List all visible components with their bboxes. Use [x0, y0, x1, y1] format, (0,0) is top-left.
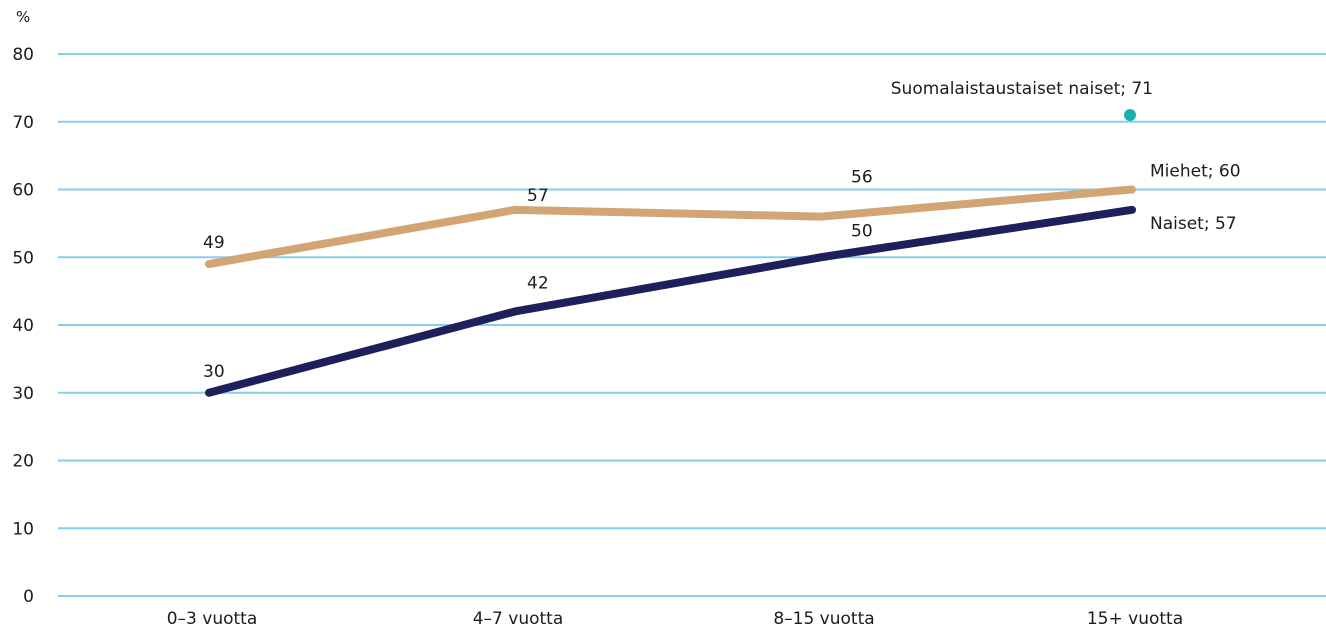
y-tick-label-60: 60: [12, 181, 34, 201]
y-tick-label-40: 40: [12, 316, 34, 336]
y-tick-label-70: 70: [12, 113, 34, 133]
y-tick-label-30: 30: [12, 384, 34, 404]
x-axis-tick-labels: 0–3 vuotta 4–7 vuotta 8–15 vuotta 15+ vuott…: [167, 609, 1183, 629]
data-label: 56: [851, 168, 873, 188]
data-label: 50: [851, 221, 873, 241]
data-label: 57: [527, 186, 549, 206]
y-tick-label-20: 20: [12, 452, 34, 472]
y-tick-label-50: 50: [12, 248, 34, 268]
x-tick-label: 4–7 vuotta: [473, 609, 564, 629]
data-labels: 49 57 56 Miehet; 60 30 42 50 Naiset; 57: [203, 162, 1241, 382]
x-tick-label: 15+ vuotta: [1087, 609, 1183, 629]
highlight-points: Suomalaistaustaiset naiset; 71: [891, 79, 1153, 121]
data-label: 42: [527, 273, 549, 293]
data-label: 49: [203, 233, 225, 253]
x-tick-label: 8–15 vuotta: [773, 609, 874, 629]
series-line-naiset: [205, 205, 1136, 397]
gridlines: [58, 53, 1326, 597]
highlight-point: [1124, 108, 1136, 121]
y-axis-tick-labels: 0 10 20 30 40 50 60 70 80: [12, 45, 34, 607]
series-end-label-miehet: Miehet; 60: [1150, 162, 1241, 182]
y-tick-label-0: 0: [23, 587, 34, 607]
highlight-point-label: Suomalaistaustaiset naiset; 71: [891, 79, 1153, 99]
series-line-miehet: [205, 185, 1136, 269]
data-label: 30: [203, 362, 225, 382]
x-tick-label: 0–3 vuotta: [167, 609, 258, 629]
series-lines: [205, 185, 1136, 397]
y-axis-unit-label: %: [16, 8, 30, 26]
series-end-label-naiset: Naiset; 57: [1150, 214, 1237, 234]
y-tick-label-10: 10: [12, 519, 34, 539]
y-tick-label-80: 80: [12, 45, 34, 65]
